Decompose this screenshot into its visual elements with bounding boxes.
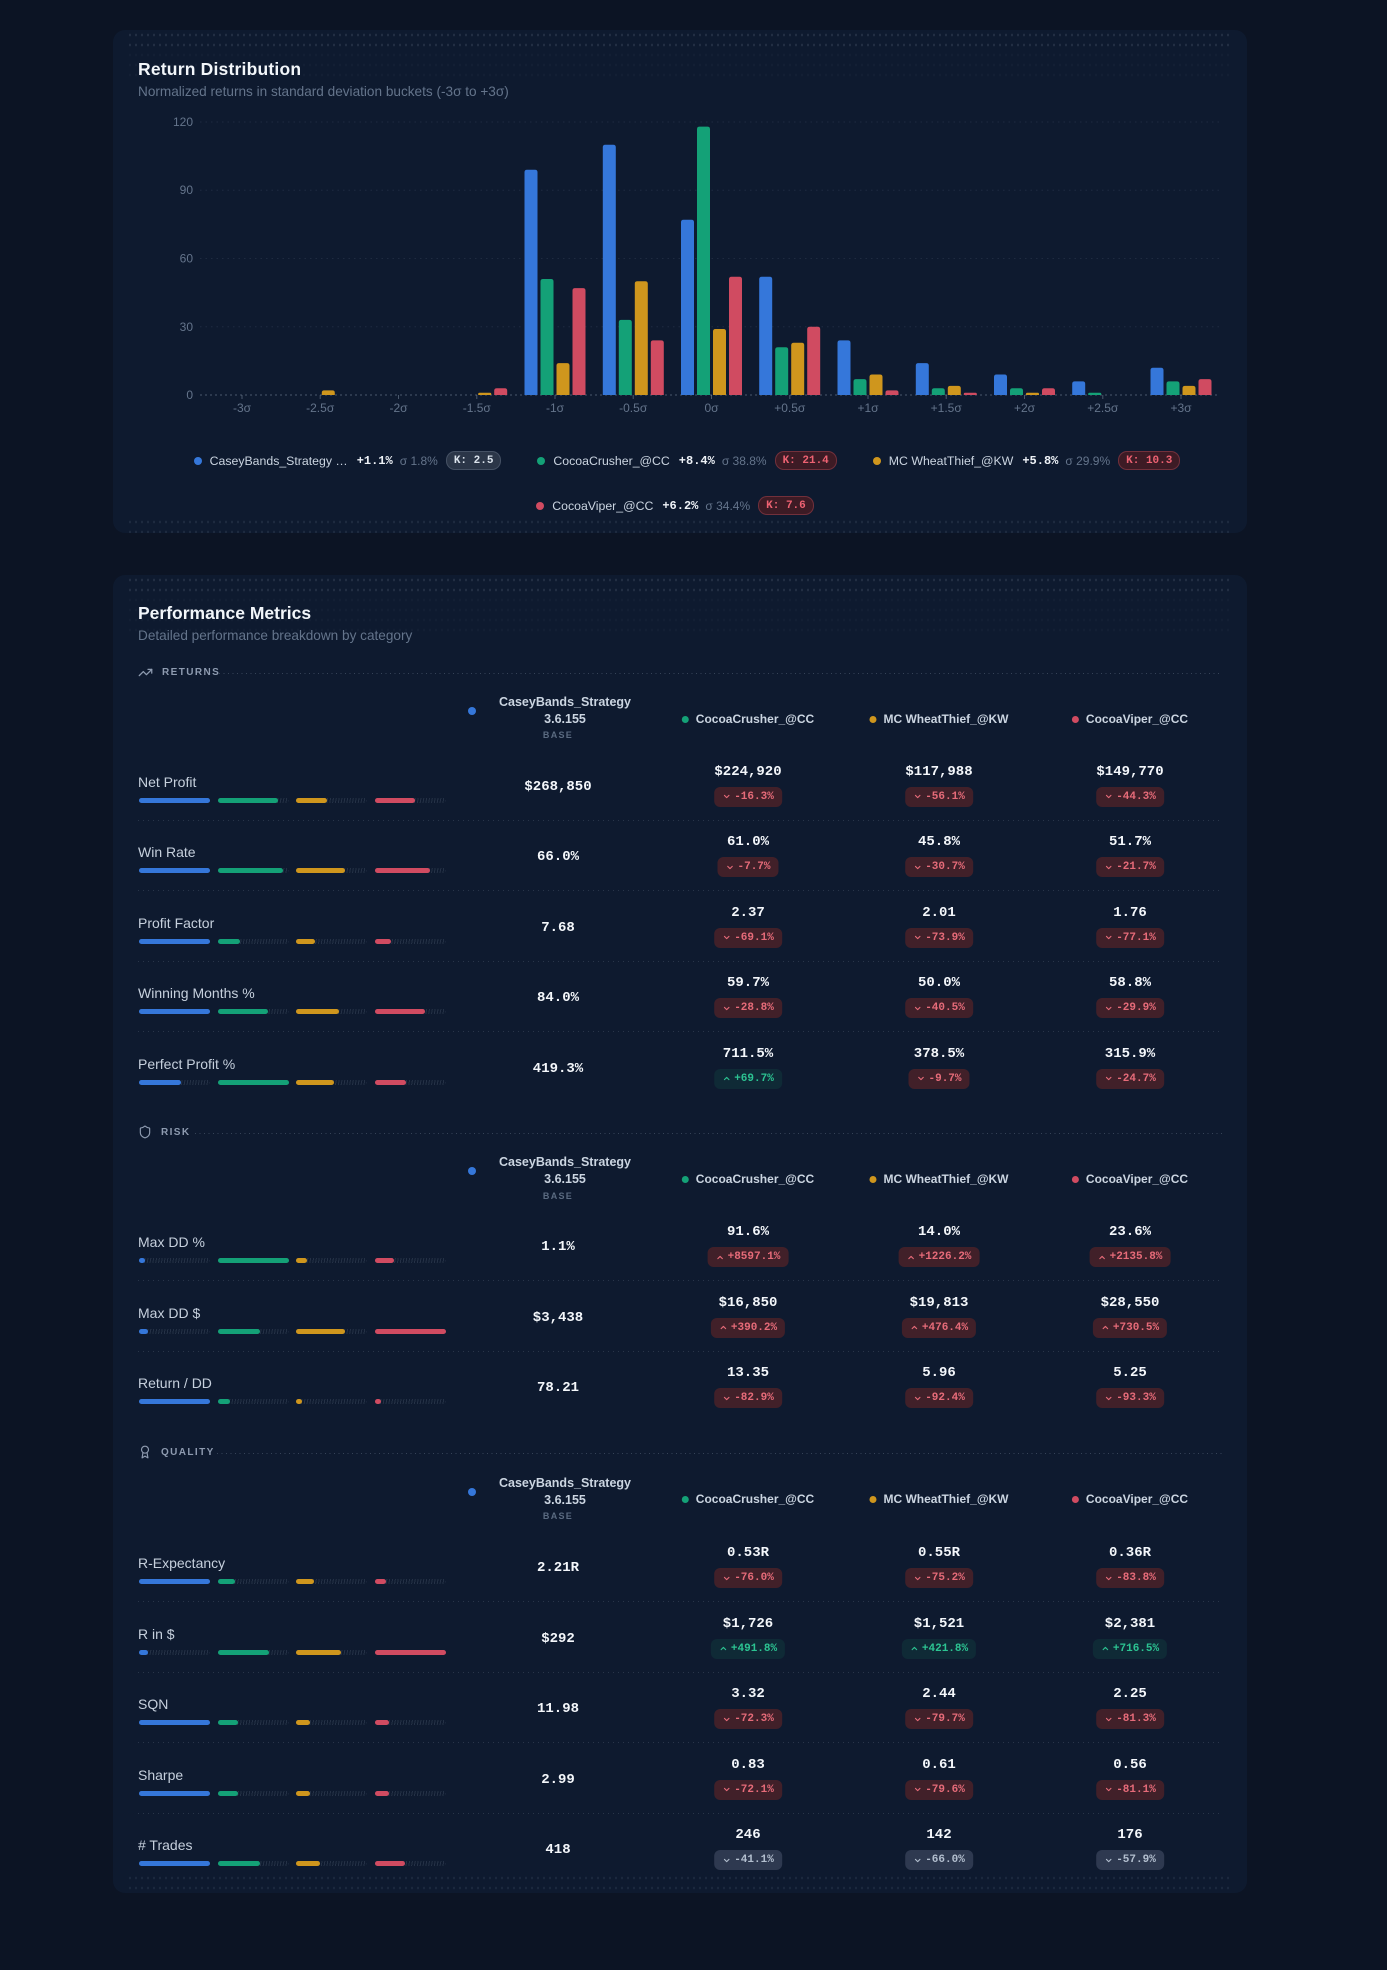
svg-text:-3σ: -3σ	[233, 401, 252, 415]
svg-text:90: 90	[180, 183, 194, 197]
svg-text:0σ: 0σ	[704, 401, 719, 415]
svg-text:+3σ: +3σ	[1170, 401, 1192, 415]
svg-text:+1.5σ: +1.5σ	[931, 401, 963, 415]
svg-text:+2σ: +2σ	[1014, 401, 1036, 415]
svg-text:-2σ: -2σ	[389, 401, 408, 415]
svg-text:+0.5σ: +0.5σ	[774, 401, 806, 415]
svg-text:120: 120	[173, 115, 193, 129]
svg-text:-0.5σ: -0.5σ	[619, 401, 648, 415]
svg-text:-1σ: -1σ	[546, 401, 565, 415]
svg-text:+2.5σ: +2.5σ	[1087, 401, 1119, 415]
svg-text:-2.5σ: -2.5σ	[306, 401, 335, 415]
svg-text:0: 0	[186, 388, 193, 402]
svg-text:30: 30	[180, 320, 194, 334]
svg-text:+1σ: +1σ	[857, 401, 879, 415]
svg-text:60: 60	[180, 252, 194, 266]
svg-text:-1.5σ: -1.5σ	[463, 401, 492, 415]
